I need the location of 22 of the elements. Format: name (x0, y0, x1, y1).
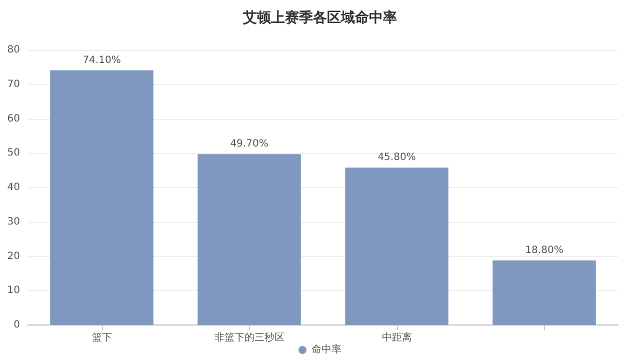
y-tick-label: 60 (7, 113, 20, 124)
bar (50, 70, 154, 325)
y-tick-label: 30 (7, 216, 20, 228)
data-label: 45.80% (378, 152, 416, 164)
data-label: 49.70% (230, 138, 268, 150)
data-label: 74.10% (82, 54, 121, 66)
y-tick-label: 0 (14, 320, 20, 330)
bar (198, 154, 301, 325)
legend-label: 命中率 (312, 344, 342, 356)
y-tick-label: 40 (7, 182, 20, 193)
y-tick-label: 20 (7, 250, 20, 262)
x-tick-label: 中距离 (382, 332, 412, 344)
y-tick-label: 50 (7, 148, 20, 159)
data-label: 18.80% (525, 244, 564, 256)
y-tick-label: 70 (7, 78, 20, 90)
y-tick-label: 80 (7, 44, 20, 56)
x-tick-label: 非篮下的三秒区 (214, 332, 284, 344)
bar (492, 260, 596, 325)
chart-title: 艾顿上赛季各区域命中率 (242, 9, 397, 26)
y-tick-label: 10 (7, 285, 20, 296)
x-tick-label: 篮下 (92, 332, 112, 344)
bar (345, 168, 448, 325)
